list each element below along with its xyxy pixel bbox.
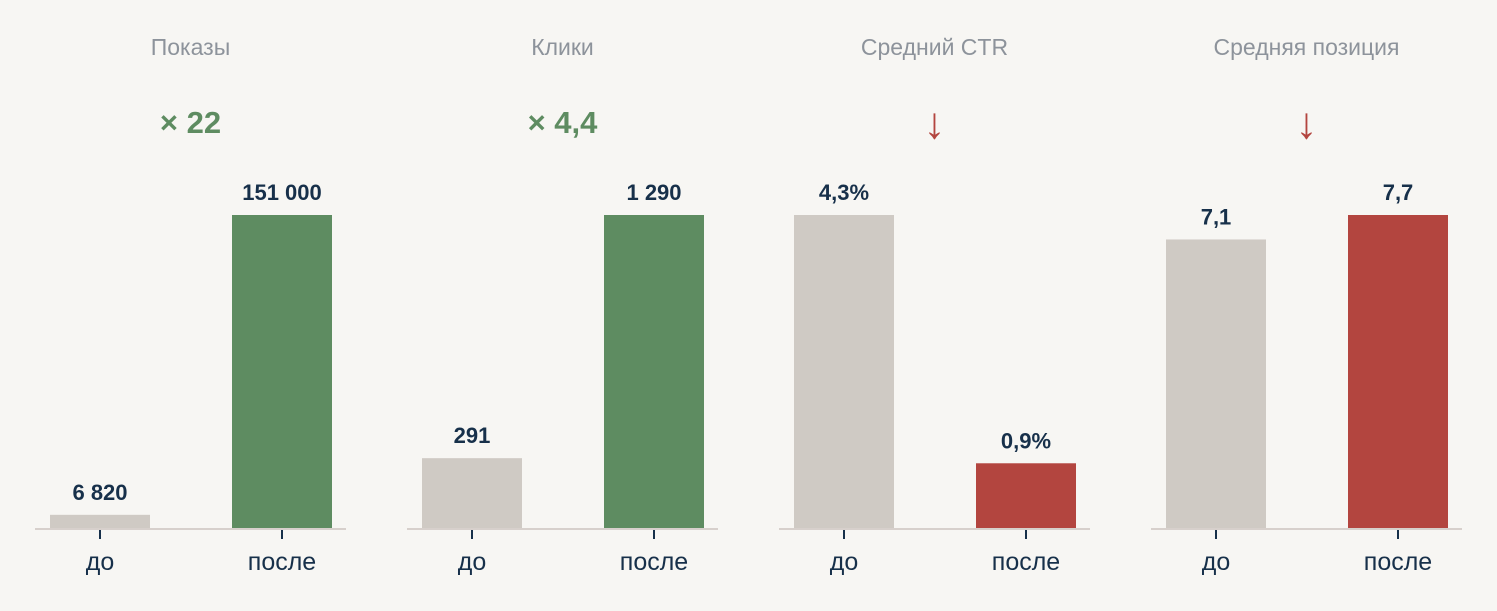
bar-before	[794, 215, 894, 529]
arrow-down-icon: ↓	[924, 99, 946, 148]
data-label: 6 820	[72, 480, 127, 505]
panel-title: Клики	[531, 34, 594, 60]
tick-label: до	[86, 548, 115, 576]
tick-label: до	[458, 548, 487, 576]
data-label: 0,9%	[1001, 428, 1051, 453]
data-label: 7,1	[1201, 204, 1232, 229]
chart-panel-1: Показы × 22 6 820 до 151 000 после	[35, 34, 346, 576]
tick-label: после	[992, 548, 1060, 576]
change-badge: × 22	[160, 105, 221, 140]
bar-after	[604, 215, 704, 529]
tick-label: до	[1202, 548, 1231, 576]
bar-before	[50, 514, 150, 529]
chart-panel-3: Средний CTR ↓ 4,3% до 0,9% после	[779, 34, 1090, 576]
arrow-down-icon: ↓	[1296, 99, 1318, 148]
change-badge: × 4,4	[528, 105, 599, 140]
bar-before	[1166, 239, 1266, 529]
panel-title: Средний CTR	[861, 34, 1008, 60]
bar-after	[232, 215, 332, 529]
bar-after	[976, 463, 1076, 529]
data-label: 151 000	[242, 180, 322, 205]
data-label: 291	[454, 423, 491, 448]
chart-panel-2: Клики × 4,4 291 до 1 290 после	[407, 34, 718, 576]
panel-title: Средняя позиция	[1214, 34, 1400, 60]
bar-after	[1348, 215, 1448, 529]
tick-label: после	[1364, 548, 1432, 576]
tick-label: до	[830, 548, 859, 576]
data-label: 4,3%	[819, 180, 869, 205]
tick-label: после	[620, 548, 688, 576]
data-label: 1 290	[626, 180, 681, 205]
chart-panel-4: Средняя позиция ↓ 7,1 до 7,7 после	[1151, 34, 1462, 576]
panel-title: Показы	[151, 34, 231, 60]
bar-before	[422, 458, 522, 529]
data-label: 7,7	[1383, 180, 1414, 205]
tick-label: после	[248, 548, 316, 576]
